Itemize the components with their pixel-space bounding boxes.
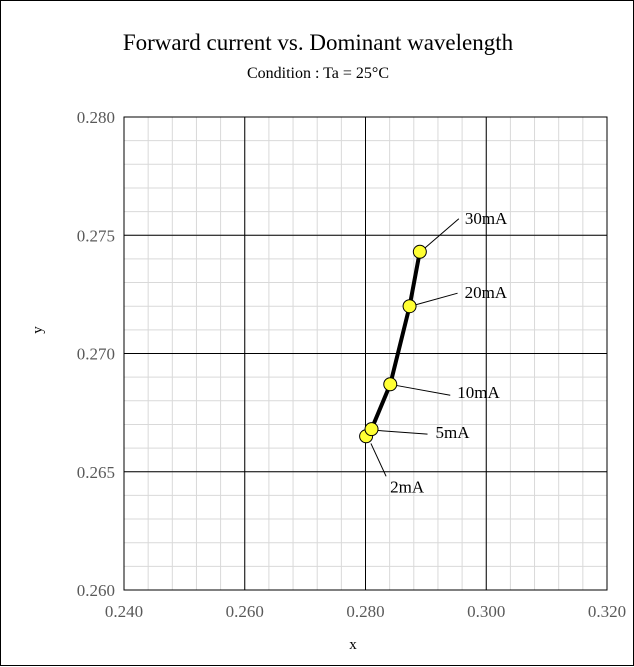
data-label-10mA: 10mA: [457, 383, 500, 402]
data-point-10mA: [383, 377, 398, 392]
x-tick-label: 0.280: [346, 602, 384, 621]
y-tick-labels: 0.260 0.265 0.270 0.275 0.280: [77, 108, 115, 600]
series-line: [364, 249, 422, 439]
leader-line-20mA: [414, 292, 458, 306]
x-tick-labels: 0.240 0.260 0.280 0.300 0.320: [105, 602, 626, 621]
x-axis-label: x: [349, 637, 357, 653]
major-grid: [124, 117, 607, 590]
x-tick-label: 0.260: [226, 602, 264, 621]
data-label-5mA: 5mA: [436, 423, 471, 442]
y-axis-label: y: [30, 326, 46, 334]
y-tick-label: 0.270: [77, 345, 115, 364]
data-point-20mA: [402, 299, 417, 314]
data-label-2mA: 2mA: [390, 477, 425, 496]
x-tick-label: 0.240: [105, 602, 143, 621]
data-label-30mA: 30mA: [465, 209, 508, 228]
y-tick-label: 0.260: [77, 581, 115, 600]
annotation-labels: 2mA 5mA 10mA 20mA 30mA: [390, 209, 508, 496]
data-point-5mA: [364, 422, 379, 437]
chart-subtitle: Condition : Ta = 25°C: [247, 65, 389, 82]
annotation-leaders: [370, 218, 460, 477]
leader-line-5mA: [376, 429, 428, 435]
plot-area: [123, 116, 608, 591]
data-label-20mA: 20mA: [465, 283, 508, 302]
chart-title: Forward current vs. Dominant wavelength: [123, 30, 514, 55]
x-tick-label: 0.300: [467, 602, 505, 621]
data-points: [359, 244, 427, 444]
x-tick-label: 0.320: [588, 602, 626, 621]
y-tick-label: 0.275: [77, 226, 115, 245]
leader-line-10mA: [396, 384, 451, 396]
leader-line-2mA: [370, 443, 387, 477]
y-tick-label: 0.265: [77, 463, 115, 482]
y-tick-label: 0.280: [77, 108, 115, 127]
data-point-30mA: [412, 244, 427, 259]
leader-line-30mA: [424, 218, 460, 249]
